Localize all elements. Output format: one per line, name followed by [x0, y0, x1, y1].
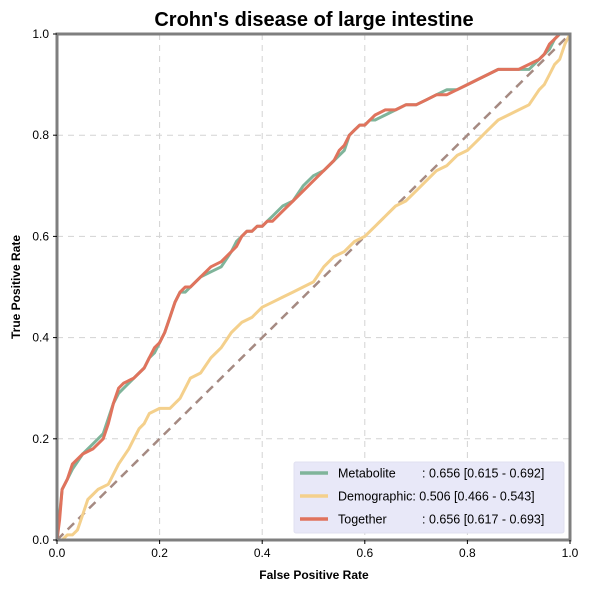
legend-series-name: Together	[338, 513, 387, 527]
legend: Metabolite : 0.656 [0.615 - 0.692] Demogra…	[293, 461, 565, 534]
series-line-demographic	[55, 32, 572, 542]
chance-diagonal-line	[56, 33, 571, 541]
y-tick-label: 0.8	[32, 128, 49, 142]
series-layer	[55, 32, 572, 542]
x-tick-label: 0.6	[356, 546, 373, 560]
x-tick-label: 0.4	[254, 546, 271, 560]
legend-auc-text: : 0.656 [0.617 - 0.693]	[422, 513, 544, 527]
y-tick-label: 0.0	[32, 533, 49, 547]
y-axis-label: True Positive Rate	[9, 235, 23, 339]
x-tick-label: 0.0	[49, 546, 66, 560]
series-line-together	[55, 32, 572, 542]
grid-lines	[57, 34, 570, 540]
legend-series-name: Metabolite	[338, 467, 396, 481]
y-tick-label: 0.2	[32, 432, 49, 446]
chart-title: Crohn's disease of large intestine	[154, 9, 473, 31]
y-tick-label: 1.0	[32, 27, 49, 41]
x-axis-ticks: 0.0 0.2 0.4 0.6 0.8 1.0	[49, 540, 579, 560]
x-tick-label: 0.2	[151, 546, 168, 560]
legend-auc-text: : 0.656 [0.615 - 0.692]	[422, 467, 544, 481]
legend-box	[293, 461, 565, 534]
x-axis-label: False Positive Rate	[259, 568, 369, 582]
legend-series-name: Demographic	[338, 490, 412, 504]
y-tick-label: 0.4	[32, 331, 49, 345]
plot-frame	[55, 32, 572, 542]
legend-auc-text: : 0.506 [0.466 - 0.543]	[412, 490, 534, 504]
x-tick-label: 0.8	[459, 546, 476, 560]
y-tick-label: 0.6	[32, 229, 49, 243]
x-tick-label: 1.0	[562, 546, 579, 560]
y-axis-ticks: 0.0 0.2 0.4 0.6 0.8 1.0	[32, 27, 57, 547]
